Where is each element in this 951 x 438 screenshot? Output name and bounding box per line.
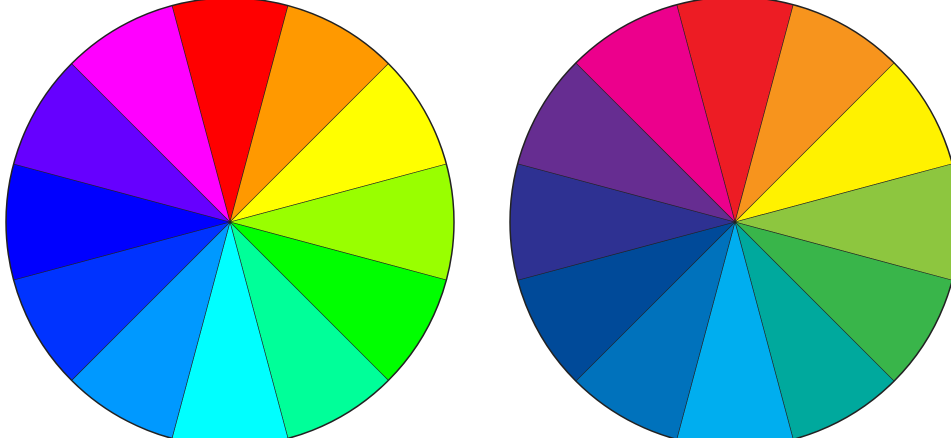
wheel-right (509, 0, 951, 438)
print-wheel-outline (509, 0, 951, 438)
print-wheel-segment-4 (734, 163, 951, 281)
wheel-left (5, 0, 455, 438)
rgb-wheel-outline (5, 0, 455, 438)
print-wheel-segment-7 (676, 221, 794, 438)
rgb-wheel-segment-7 (171, 221, 289, 438)
